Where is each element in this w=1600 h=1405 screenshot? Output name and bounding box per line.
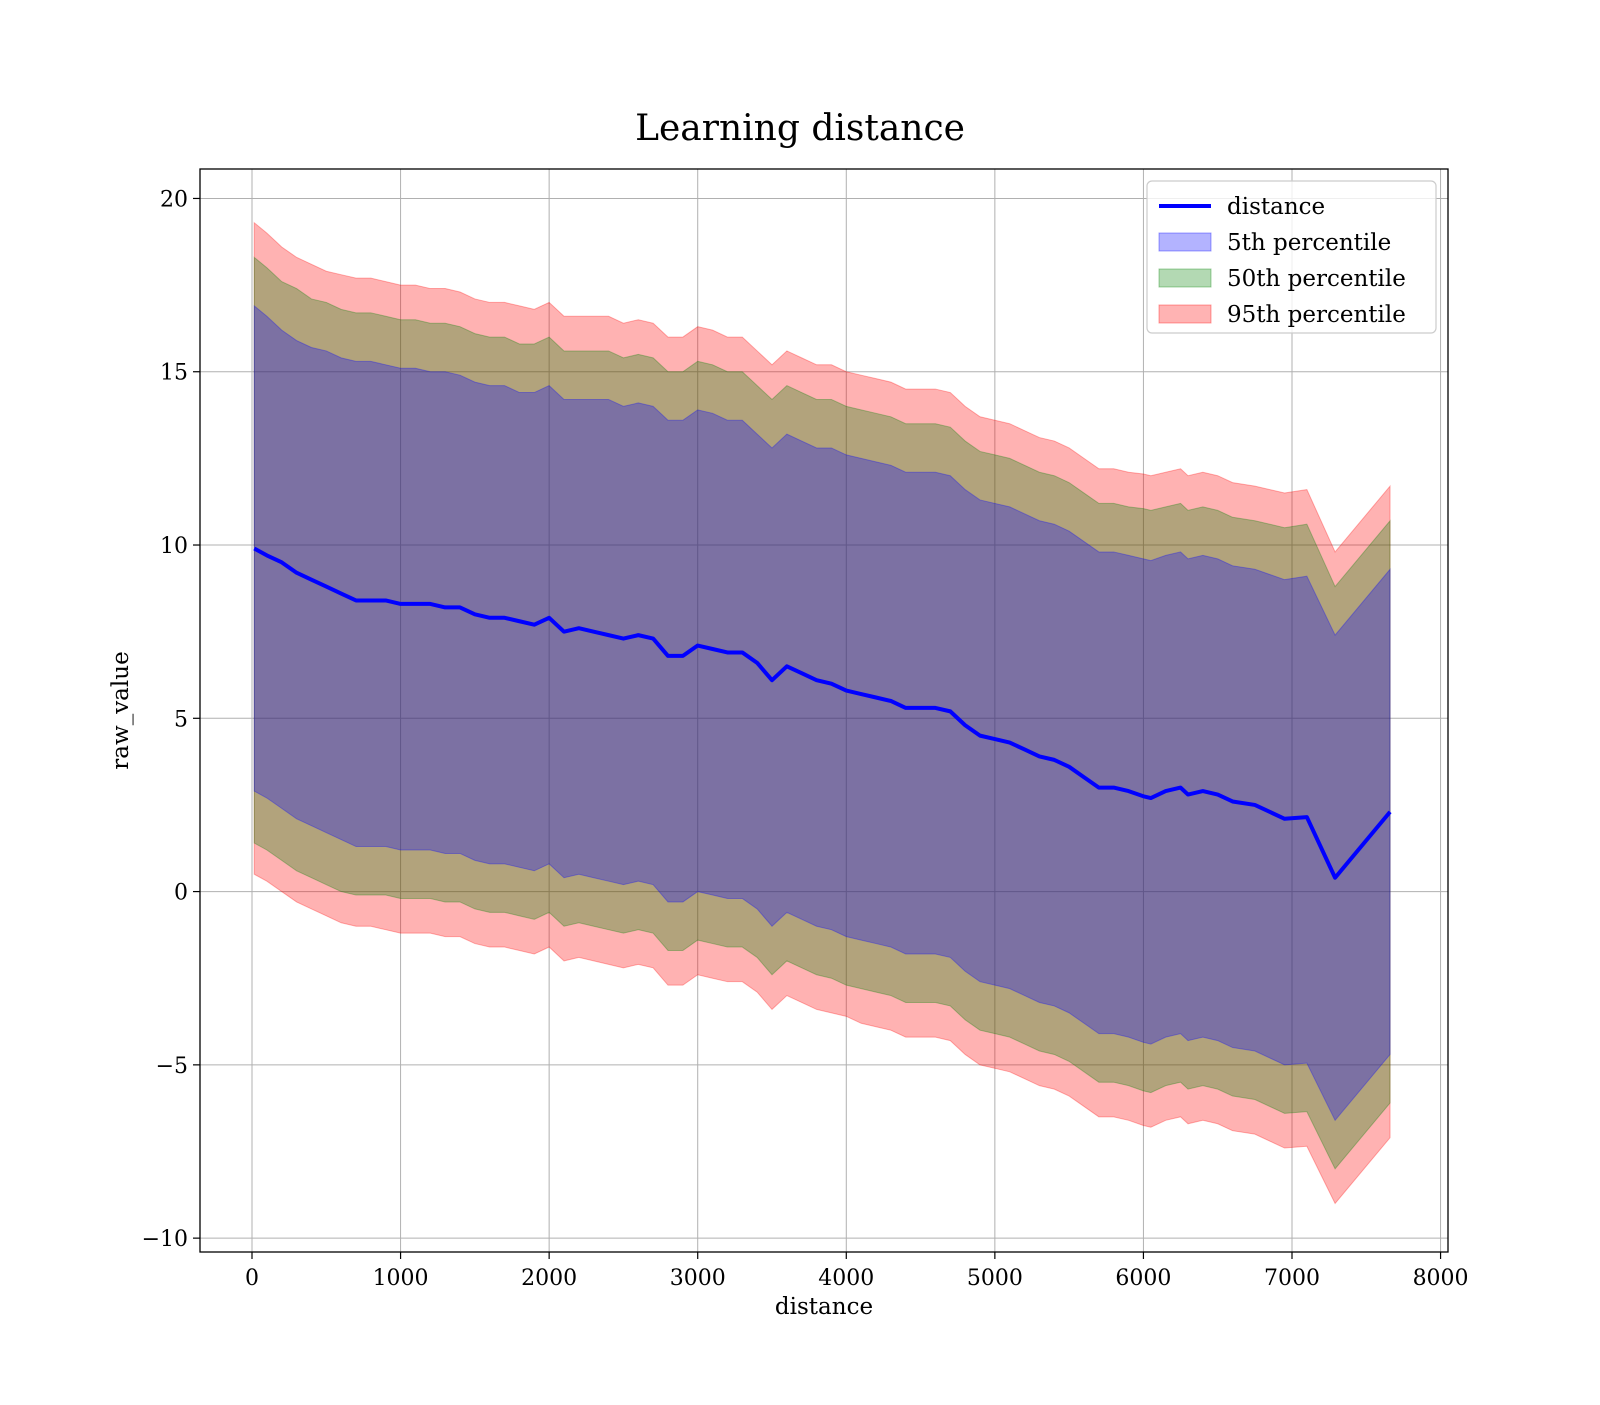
legend-label-5th-percentile: 5th percentile <box>1227 230 1391 256</box>
percentile-bands <box>253 221 1391 1205</box>
y-tick-label: −5 <box>156 1054 188 1079</box>
distance-line-layer <box>253 546 1392 880</box>
legend-label-distance: distance <box>1227 194 1325 220</box>
x-tick-label: 1000 <box>373 1266 429 1291</box>
band-50th-percentile <box>253 256 1391 1170</box>
chart-title: Learning distance <box>635 108 965 149</box>
x-axis-label: distance <box>775 1294 873 1320</box>
y-tick-label: −10 <box>142 1227 188 1252</box>
x-tick-label: 4000 <box>818 1266 874 1291</box>
x-tick-label: 7000 <box>1264 1266 1320 1291</box>
y-tick-label: 10 <box>160 534 188 559</box>
legend-label-95th-percentile: 95th percentile <box>1227 302 1406 328</box>
y-axis-label: raw_value <box>108 651 134 769</box>
y-tick-label: 0 <box>174 881 188 906</box>
band-95th-percentile <box>253 221 1391 1205</box>
x-tick-label: 2000 <box>521 1266 577 1291</box>
x-tick-label: 8000 <box>1413 1266 1469 1291</box>
band-5th-percentile <box>253 304 1391 1122</box>
y-axis-ticks: −10 −5 0 5 10 15 20 <box>142 187 200 1252</box>
y-tick-label: 15 <box>160 361 188 386</box>
x-tick-label: 5000 <box>967 1266 1023 1291</box>
legend-swatch-5th-percentile <box>1158 232 1212 252</box>
line-distance <box>253 546 1392 880</box>
x-tick-label: 3000 <box>670 1266 726 1291</box>
legend-box <box>1146 180 1437 334</box>
legend-label-50th-percentile: 50th percentile <box>1227 266 1406 292</box>
y-tick-label: 5 <box>174 707 188 732</box>
plot-frame <box>199 168 1449 1253</box>
legend: distance 5th percentile 50th percentile 95t… <box>1146 180 1437 334</box>
plot-area <box>199 168 1449 1253</box>
y-tick-label: 20 <box>160 187 188 212</box>
legend-swatch-95th-percentile <box>1158 304 1212 324</box>
x-axis-ticks: 0 1000 2000 3000 4000 5000 6000 7000 8000 <box>245 1252 1469 1291</box>
legend-swatch-50th-percentile <box>1158 268 1212 288</box>
plot-background <box>200 169 1448 1252</box>
x-tick-label: 6000 <box>1115 1266 1171 1291</box>
x-tick-label: 0 <box>245 1266 259 1291</box>
